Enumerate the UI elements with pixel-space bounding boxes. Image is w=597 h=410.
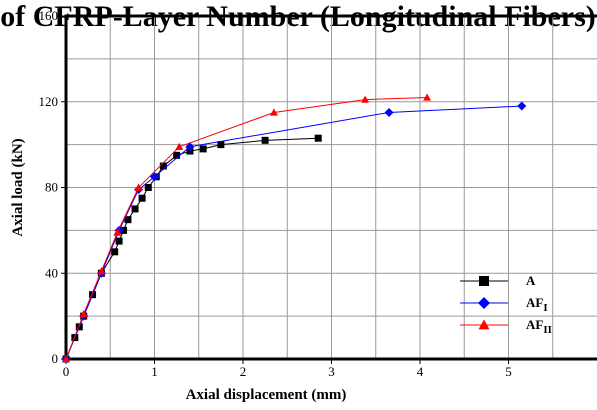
data-point: [131, 205, 139, 213]
data-point: [97, 267, 106, 275]
legend-label: AFI: [526, 295, 548, 314]
legend: A AFI AFII: [460, 273, 552, 336]
data-point: [113, 228, 122, 236]
data-point: [423, 93, 432, 101]
x-tick-label: 3: [328, 364, 335, 379]
grid: [66, 16, 597, 359]
y-tick-label: 0: [52, 351, 59, 366]
data-point: [62, 355, 70, 363]
data-point: [144, 184, 152, 191]
legend-marker: [479, 276, 489, 286]
data-point: [384, 107, 394, 117]
y-tick-label: 40: [45, 265, 58, 280]
data-point: [138, 194, 146, 202]
data-point: [134, 183, 143, 191]
legend-item: A: [460, 273, 536, 288]
data-point: [150, 172, 159, 182]
series-line: [65, 105, 522, 360]
series-group: [61, 93, 527, 364]
x-tick-label: 0: [63, 364, 70, 379]
y-tick-label: 120: [39, 94, 59, 109]
series-0: [62, 134, 322, 363]
data-point: [199, 145, 207, 153]
legend-item: AFI: [460, 295, 548, 314]
data-point: [175, 142, 184, 150]
legend-label: AFII: [526, 317, 552, 336]
data-point: [261, 136, 269, 144]
data-point: [79, 309, 88, 318]
legend-marker: [478, 319, 490, 330]
legend-label: A: [526, 273, 536, 288]
legend-marker: [478, 297, 490, 309]
data-point: [361, 95, 370, 103]
data-point: [269, 108, 278, 116]
y-tick-label: 160: [39, 8, 59, 23]
y-tick-label: 80: [45, 180, 58, 195]
data-point: [185, 142, 195, 152]
legend-label-subscript: II: [543, 324, 552, 336]
y-axis-label: Axial load (kN): [10, 138, 26, 236]
data-point: [517, 101, 527, 111]
x-tick-label: 5: [505, 364, 512, 379]
x-tick-label: 4: [417, 364, 424, 379]
data-point: [217, 141, 225, 149]
series-1: [61, 101, 527, 364]
data-point: [111, 248, 119, 256]
x-tick-label: 2: [240, 364, 247, 379]
series-2: [62, 93, 432, 363]
data-point: [115, 237, 123, 245]
x-axis-label: Axial displacement (mm): [186, 387, 347, 403]
legend-label-subscript: I: [543, 302, 547, 314]
data-point: [314, 134, 322, 142]
data-point: [159, 162, 167, 170]
data-point: [173, 151, 181, 159]
legend-item: AFII: [460, 317, 552, 336]
data-point: [124, 216, 132, 224]
x-tick-label: 1: [151, 364, 158, 379]
series-line: [65, 137, 319, 360]
tick-labels: 0 1 2 3 4 5 0 40 80 120 160: [39, 8, 512, 379]
